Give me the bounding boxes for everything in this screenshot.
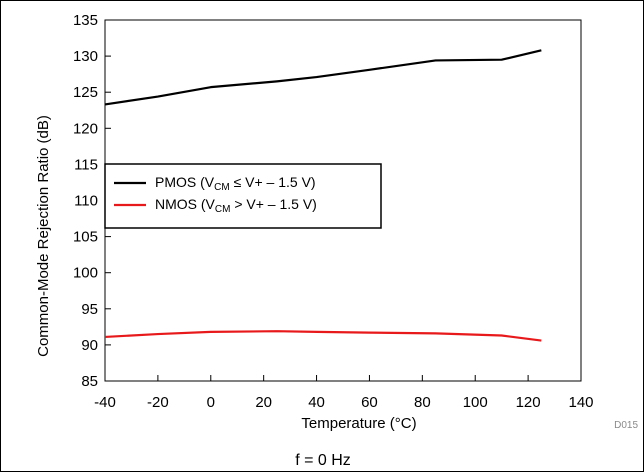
nmos-series-line xyxy=(104,330,542,342)
y-tick-label: 105 xyxy=(73,229,98,246)
nmos-legend-label: NMOS (VCM > V+ – 1.5 V) xyxy=(155,196,317,215)
pmos-legend-label: PMOS (VCM ≤ V+ – 1.5 V) xyxy=(155,174,316,193)
nmos-legend-rest-text: > V+ – 1.5 V) xyxy=(230,196,316,212)
x-tick-label: 40 xyxy=(308,394,325,411)
pmos-legend-main-text: PMOS (V xyxy=(155,174,215,190)
x-tick-label: -40 xyxy=(94,394,116,411)
y-tick-label: 90 xyxy=(81,337,98,354)
nmos-legend-main-text: NMOS (V xyxy=(155,196,216,212)
y-tick-label: 95 xyxy=(81,301,98,318)
y-axis-label: Common-Mode Rejection Ratio (dB) xyxy=(35,115,52,357)
pmos-series-line xyxy=(104,49,542,106)
x-axis-label: Temperature (°C) xyxy=(301,415,416,432)
y-tick-label: 120 xyxy=(73,120,98,137)
y-tick-label: 100 xyxy=(73,265,98,282)
pmos-legend-sub-text: CM xyxy=(214,182,230,193)
y-tick-label: 125 xyxy=(73,84,98,101)
nmos-legend-sub-text: CM xyxy=(215,204,231,215)
x-tick-label: 60 xyxy=(361,394,378,411)
x-tick-label: 20 xyxy=(255,394,272,411)
x-tick-label: 100 xyxy=(463,394,488,411)
y-tick-label: 115 xyxy=(74,156,98,173)
y-tick-label: 135 xyxy=(73,12,98,29)
pmos-legend-rest-text: ≤ V+ – 1.5 V) xyxy=(230,174,316,190)
y-tick-label: 130 xyxy=(73,48,98,65)
figure-caption: f = 0 Hz xyxy=(295,452,351,469)
x-tick-label: 0 xyxy=(207,394,215,411)
x-tick-label: -20 xyxy=(147,394,169,411)
y-tick-label: 110 xyxy=(74,193,98,210)
x-tick-label: 120 xyxy=(516,394,541,411)
x-tick-label: 140 xyxy=(568,394,593,411)
document-id: D015 xyxy=(614,420,638,431)
x-tick-label: 80 xyxy=(414,394,431,411)
y-tick-label: 85 xyxy=(81,373,98,390)
legend-box xyxy=(104,163,382,229)
